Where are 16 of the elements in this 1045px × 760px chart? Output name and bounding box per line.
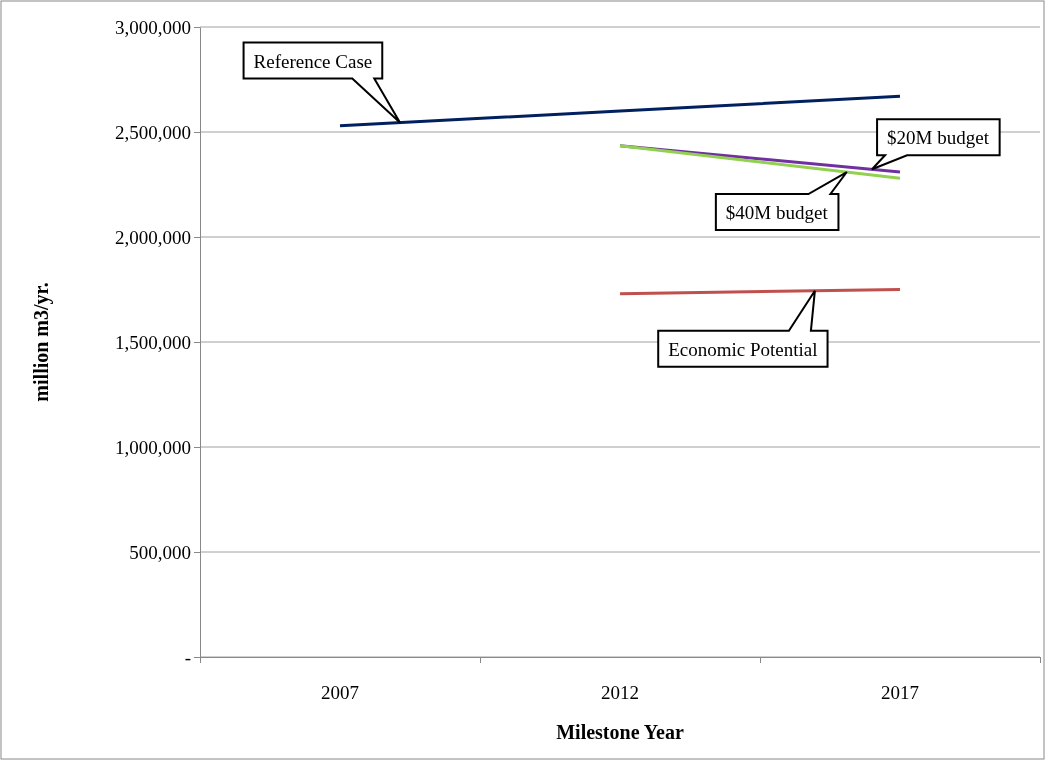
text: Economic Potential	[668, 338, 818, 360]
x-tick-label: 2007	[321, 682, 359, 703]
y-axis-title: million m3/yr.	[30, 282, 53, 402]
y-tick-label: 1,500,000	[115, 331, 191, 353]
y-tick-label: 2,000,000	[115, 226, 191, 248]
y-tick-label: 3,000,000	[115, 16, 191, 38]
y-tick-label: -	[184, 646, 191, 668]
y-tick-label: 500,000	[129, 541, 191, 563]
x-tick-label: 2012	[601, 682, 639, 703]
text: Reference Case	[253, 50, 373, 72]
y-tick-label: 1,000,000	[115, 436, 191, 458]
x-tick-label: 2017	[881, 682, 919, 703]
series-label: $20M budget	[887, 127, 990, 149]
y-tick-label: 2,500,000	[115, 121, 191, 143]
series-label: $40M budget	[725, 202, 829, 224]
x-axis-title: Milestone Year	[556, 721, 684, 743]
